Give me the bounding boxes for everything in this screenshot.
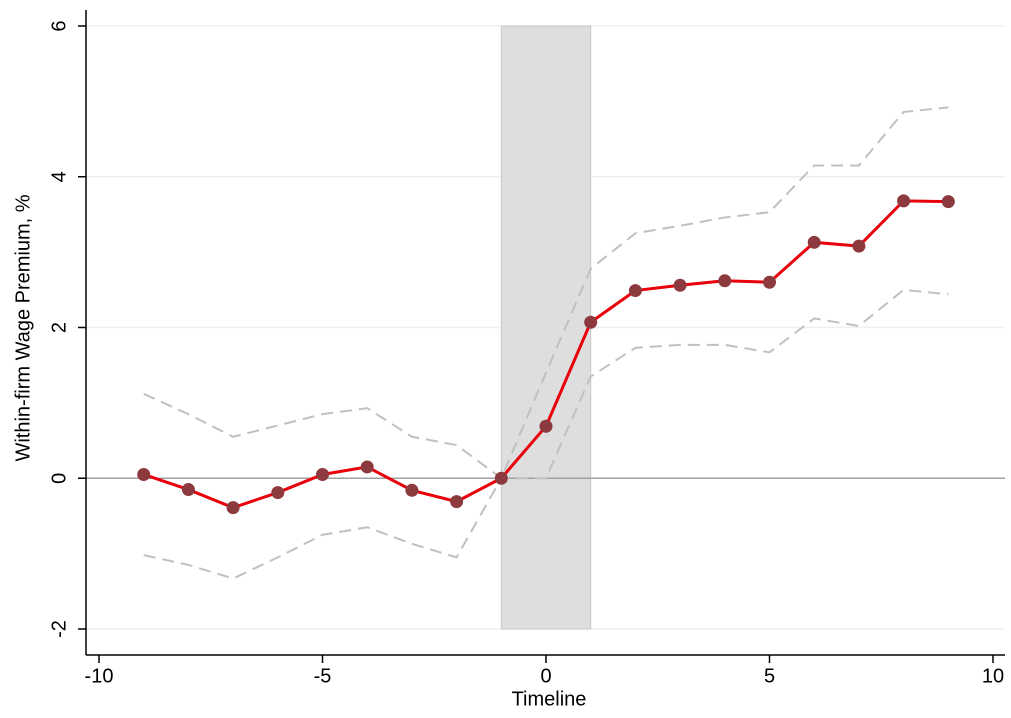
y-tick-label: -2 xyxy=(48,620,70,638)
marker xyxy=(584,315,598,329)
marker xyxy=(718,274,732,288)
x-axis-label: Timeline xyxy=(512,688,587,710)
x-tick-label: -5 xyxy=(314,665,332,687)
x-tick-label: 0 xyxy=(540,665,551,687)
marker xyxy=(673,278,687,292)
shaded-period xyxy=(500,25,592,630)
marker xyxy=(316,467,329,481)
marker xyxy=(450,495,464,509)
marker xyxy=(807,235,821,249)
marker xyxy=(181,483,195,497)
y-tick-label: 4 xyxy=(48,171,70,182)
marker xyxy=(628,284,642,298)
marker xyxy=(494,471,508,485)
x-tick-label: 5 xyxy=(764,665,775,687)
y-tick-label: 0 xyxy=(48,473,70,484)
marker xyxy=(360,460,374,474)
series-line xyxy=(143,288,949,580)
series-line xyxy=(143,106,949,480)
marker xyxy=(941,195,955,209)
x-tick-label: -10 xyxy=(85,665,114,687)
marker xyxy=(852,239,866,253)
marker xyxy=(405,483,419,497)
y-axis-label: Within-firm Wage Premium, % xyxy=(12,194,34,461)
marker xyxy=(539,419,553,433)
marker xyxy=(763,275,776,289)
x-tick-label: 10 xyxy=(982,665,1004,687)
marker xyxy=(226,501,240,515)
marker xyxy=(897,194,911,208)
marker xyxy=(271,486,285,500)
marker xyxy=(137,467,151,481)
y-tick-label: 2 xyxy=(48,322,70,333)
y-tick-label: 6 xyxy=(48,20,70,31)
